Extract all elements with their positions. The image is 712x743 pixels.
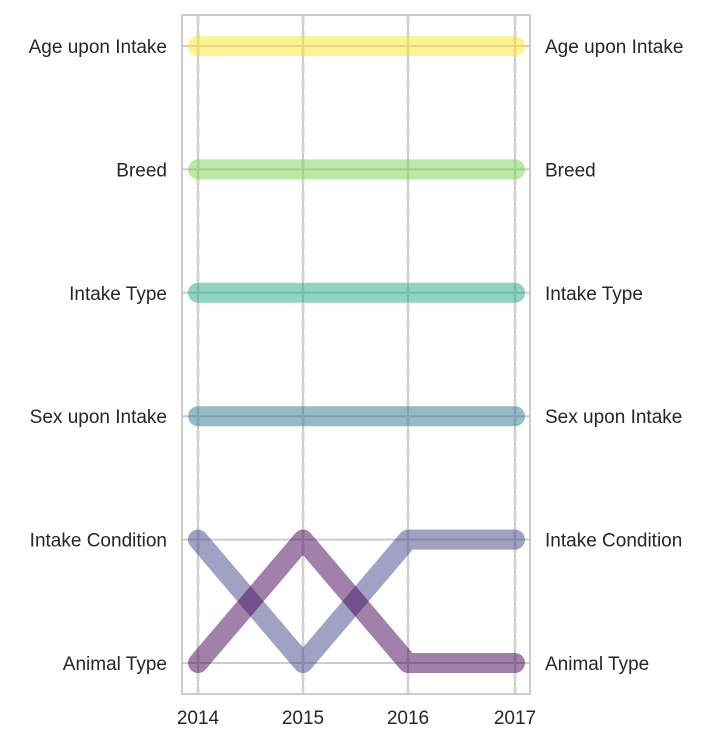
vertical-gridlines [196,15,517,694]
right-rank-label-intake-type: Intake Type [545,284,643,305]
series-lines [188,36,525,673]
left-rank-label-age-upon-intake: Age upon Intake [29,37,167,58]
right-rank-label-sex-upon-intake: Sex upon Intake [545,407,682,428]
left-rank-label-sex-upon-intake: Sex upon Intake [30,407,167,428]
right-rank-label-animal-type: Animal Type [545,654,649,675]
left-rank-label-intake-condition: Intake Condition [30,531,167,552]
x-tick-label-2015: 2015 [282,708,324,729]
left-rank-label-animal-type: Animal Type [63,654,167,675]
series-line-animal-type [188,529,525,673]
right-rank-label-intake-condition: Intake Condition [545,531,682,552]
right-rank-label-age-upon-intake: Age upon Intake [545,37,683,58]
left-rank-label-intake-type: Intake Type [69,284,167,305]
right-rank-labels: Age upon Intake Breed Intake Type Sex upon … [545,37,683,675]
plot-frame [181,14,531,695]
x-tick-label-2014: 2014 [177,708,220,729]
x-tick-label-2017: 2017 [494,708,536,729]
left-rank-labels: Age upon Intake Breed Intake Type Sex upon … [29,37,167,675]
x-tick-labels: 2014 2015 2016 2017 [177,708,536,729]
x-tick-label-2016: 2016 [387,708,429,729]
right-rank-label-breed: Breed [545,160,596,181]
left-rank-label-breed: Breed [116,160,167,181]
